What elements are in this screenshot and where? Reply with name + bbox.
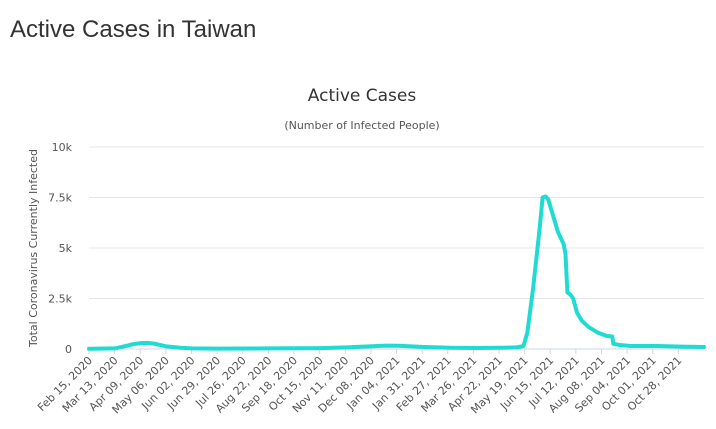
y-axis-label: Total Coronavirus Currently Infected (27, 149, 40, 348)
y-tick-label: 5k (59, 242, 73, 255)
series-layer (87, 194, 706, 351)
chart-title: Active Cases (308, 86, 417, 106)
grid-layer (89, 146, 704, 350)
y-tick-label: 0 (65, 343, 72, 356)
y-tick-label: 10k (52, 141, 73, 154)
y-axis-ticks: 0 2.5k 5k 7.5k 10k (48, 141, 72, 356)
y-tick-label: 2.5k (48, 293, 72, 306)
chart-subtitle: (Number of Infected People) (284, 119, 439, 132)
page-title: Active Cases in Taiwan (10, 16, 257, 43)
y-tick-label: 7.5k (48, 192, 72, 205)
series-line-active-cases (87, 194, 706, 351)
